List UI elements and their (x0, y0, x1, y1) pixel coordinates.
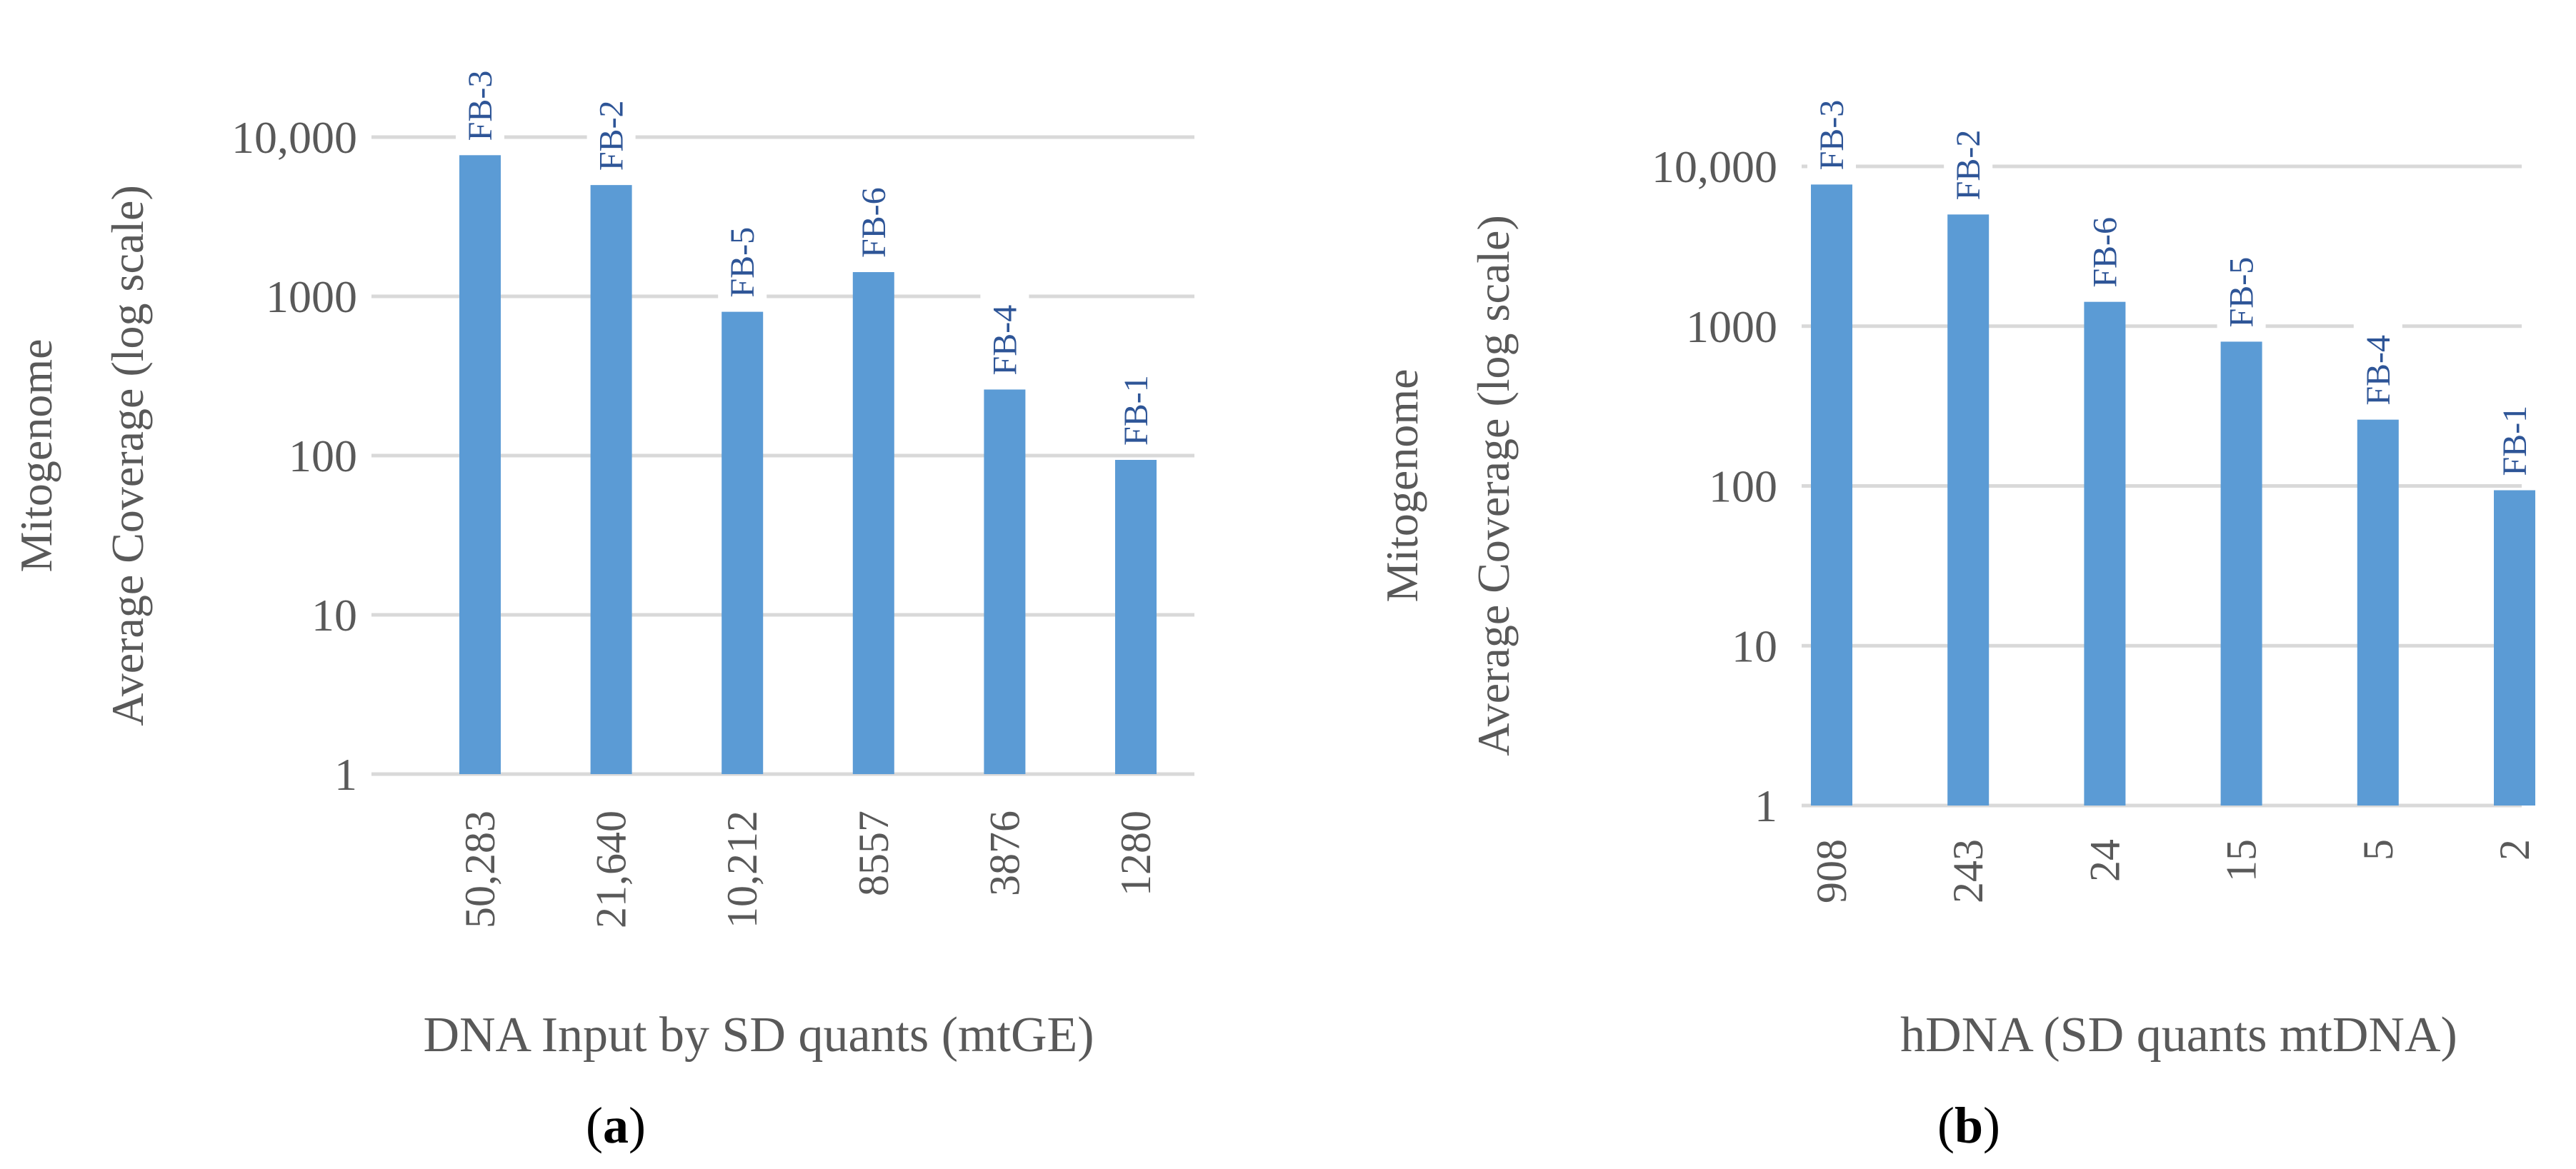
y-tick-label: 1000 (266, 271, 357, 322)
y-axis-title-line2: Average Coverage (log scale) (1468, 215, 1519, 756)
y-axis-title-line1: Mitogenome (11, 338, 61, 572)
bar-label: FB-6 (855, 187, 893, 258)
y-tick-label: 1000 (1686, 301, 1777, 352)
bar-label-background (980, 284, 1029, 378)
y-axis-title-line1: Mitogenome (1377, 368, 1427, 602)
bar-label-background (586, 79, 636, 174)
x-tick-label: 8557 (850, 811, 897, 896)
bar-fb-3 (1811, 184, 1852, 806)
bar-label-background (2217, 236, 2266, 331)
bar-fb-6 (2084, 301, 2126, 806)
x-tick-label: 3876 (981, 811, 1028, 896)
bar-fb-2 (1947, 214, 1990, 806)
chart-panel-b: 1 10 100 1000 10,000 FB-3 908 FB-2 243 FB-6 24 FB-5… (1377, 79, 2539, 1154)
bar-label: FB-3 (461, 71, 499, 141)
bar-fb-2 (590, 185, 632, 774)
bar-label: FB-2 (593, 100, 631, 171)
y-tick-label: 10 (1732, 621, 1777, 671)
bar-label-background (1944, 109, 1993, 204)
bar-label-background (2353, 313, 2402, 408)
y-tick-label: 1 (1754, 781, 1777, 831)
bar-label: FB-4 (986, 305, 1024, 376)
x-tick-label: 1280 (1112, 811, 1159, 896)
y-axis-title-line2: Average Coverage (log scale) (102, 185, 153, 726)
bar-label: FB-5 (2223, 257, 2261, 328)
panel-label: (a) (586, 1097, 646, 1154)
bar-label-background (2080, 196, 2130, 291)
y-tick-label: 100 (289, 431, 357, 481)
x-tick-label: 5 (2355, 839, 2402, 861)
y-tick-label: 1 (334, 749, 357, 800)
bar-label: FB-1 (1117, 375, 1155, 446)
bar-label: FB-2 (1950, 130, 1987, 201)
bar-label: FB-1 (2496, 406, 2534, 476)
x-tick-label: 24 (2081, 839, 2128, 882)
y-tick-label: 10,000 (231, 112, 357, 163)
y-tick-label: 10,000 (1652, 141, 1777, 192)
bar-label-background (1112, 353, 1160, 448)
x-tick-label: 50,283 (456, 811, 504, 928)
bar-label: FB-5 (724, 227, 762, 298)
chart-panel-a: 1 10 100 1000 10,000 FB-3 50,283 FB-2 21,640 FB-5… (11, 49, 1194, 1154)
bar-fb-4 (984, 389, 1026, 774)
y-tick-label: 10 (311, 590, 357, 641)
bar-label: FB-4 (2360, 335, 2397, 406)
bar-label-background (849, 166, 898, 261)
bar-label-background (1807, 79, 1856, 174)
bar-fb-4 (2357, 419, 2399, 806)
x-tick-label: 15 (2218, 839, 2265, 882)
bar-label-background (456, 49, 504, 144)
bar-fb-1 (2494, 490, 2535, 806)
y-tick-label: 100 (1709, 461, 1777, 512)
bar-fb-5 (2220, 341, 2262, 806)
bar-label-background (2490, 384, 2539, 479)
x-axis-title: DNA Input by SD quants (mtGE) (423, 1008, 1094, 1063)
x-tick-label: 10,212 (719, 811, 766, 928)
x-tick-label: 2 (2491, 839, 2538, 861)
x-axis-title: hDNA (SD quants mtDNA) (1900, 1008, 2457, 1063)
bar-fb-3 (459, 155, 501, 774)
bar-label-background (718, 206, 767, 301)
bar-fb-6 (852, 272, 894, 775)
bar-label: FB-6 (2086, 217, 2124, 288)
bar-label: FB-3 (1813, 100, 1851, 171)
bar-fb-5 (722, 311, 764, 774)
x-tick-label: 21,640 (588, 811, 635, 928)
bar-fb-1 (1115, 459, 1157, 774)
panel-label: (b) (1937, 1097, 2000, 1154)
x-tick-label: 908 (1808, 839, 1855, 903)
x-tick-label: 243 (1945, 839, 1992, 903)
